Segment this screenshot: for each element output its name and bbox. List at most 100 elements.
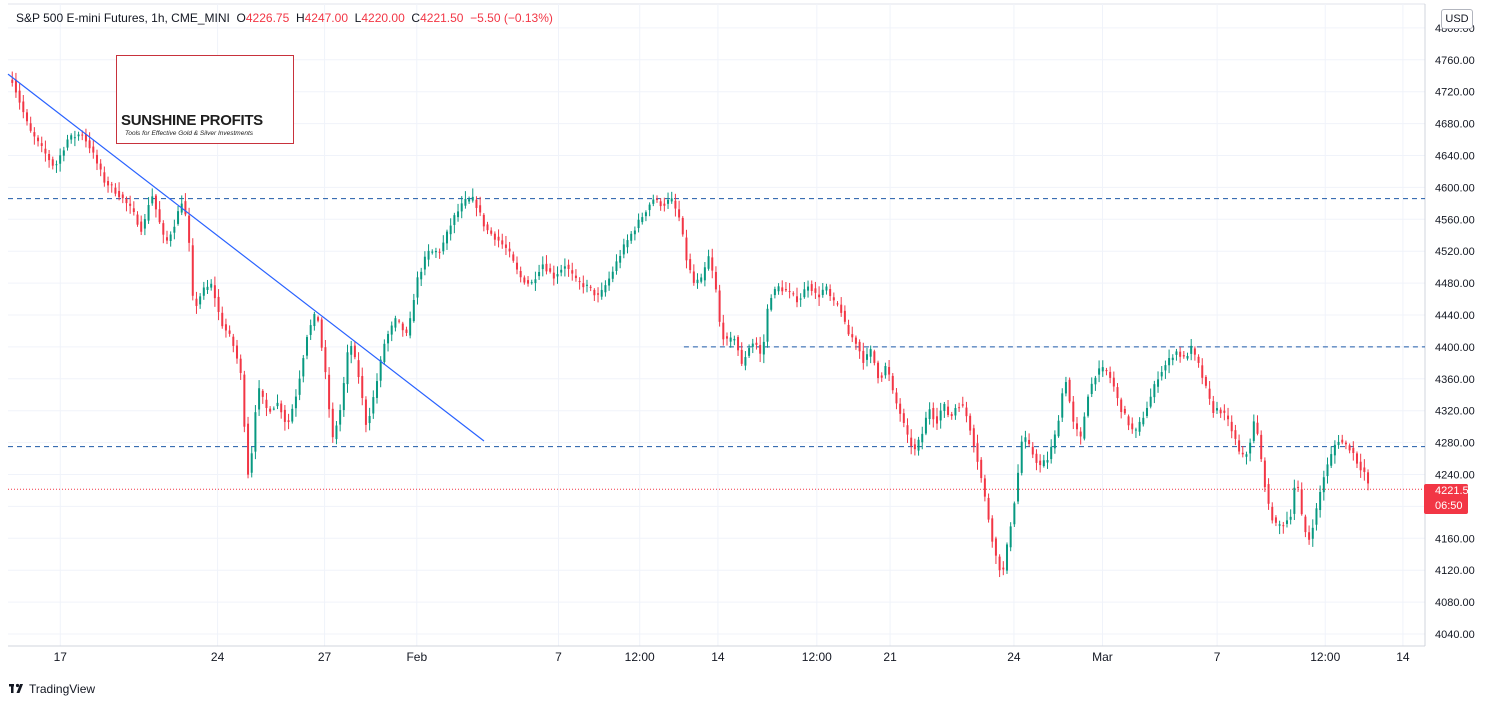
candle-body — [243, 374, 246, 427]
candle-body — [795, 296, 798, 303]
candle-body — [1304, 516, 1307, 533]
close-label: C — [411, 11, 421, 25]
close-value: 4221.50 — [420, 11, 464, 25]
candle-body — [501, 240, 504, 245]
candle-body — [1215, 408, 1218, 411]
candle-body — [626, 240, 629, 248]
candle-body — [1020, 441, 1023, 473]
candle-body — [1271, 506, 1274, 521]
candle-body — [1087, 396, 1090, 416]
candle-body — [563, 266, 566, 269]
candle-body — [154, 195, 157, 210]
candle-body — [1031, 446, 1034, 455]
candle-body — [1227, 415, 1230, 420]
candle-body — [247, 423, 250, 475]
candle-body — [81, 134, 84, 136]
candle-body — [615, 261, 618, 271]
price-tick-label: 4680.00 — [1435, 119, 1475, 131]
candle-body — [884, 366, 887, 376]
candle-body — [361, 376, 364, 399]
tradingview-brand[interactable]: TradingView — [9, 682, 95, 696]
candle-body — [1359, 461, 1362, 471]
candle-body — [1326, 464, 1329, 477]
candle-body — [25, 112, 28, 122]
candle-body — [1009, 526, 1012, 548]
candle-body — [667, 199, 670, 204]
candle-body — [1245, 454, 1248, 457]
time-axis[interactable]: 17 24 27 Feb 7 12:00 14 12:00 21 24 Mar 7 12:00 14 — [54, 650, 1410, 664]
candle-body — [272, 408, 275, 410]
candle-body — [711, 257, 714, 271]
candle-body — [1050, 446, 1053, 460]
candle-body — [843, 310, 846, 322]
candle-body — [1319, 491, 1322, 511]
candle-body — [840, 304, 843, 313]
candle-body — [1061, 393, 1064, 418]
time-tick-label: 17 — [54, 650, 68, 664]
candle-body — [1179, 351, 1182, 357]
currency-button[interactable]: USD — [1441, 9, 1473, 29]
candle-body — [597, 293, 600, 295]
candle-body — [508, 248, 511, 252]
candle-body — [258, 388, 261, 410]
trendline-segment[interactable] — [7, 73, 485, 442]
candle-body — [1249, 442, 1252, 454]
candle-body — [899, 403, 902, 414]
candle-body — [213, 285, 216, 299]
candle-body — [368, 416, 371, 424]
time-tick-label: 14 — [1396, 650, 1410, 664]
candle-body — [1175, 351, 1178, 355]
candle-body — [1344, 442, 1347, 445]
candle-body — [228, 330, 231, 334]
candle-body — [541, 264, 544, 270]
candle-body — [762, 341, 765, 355]
candle-body — [62, 150, 65, 156]
candle-body — [1333, 444, 1336, 456]
candle-body — [692, 271, 695, 283]
candle-body — [633, 230, 636, 235]
candle-body — [622, 244, 625, 255]
candle-body — [405, 329, 408, 333]
candle-body — [1348, 445, 1351, 451]
candle-body — [722, 322, 725, 340]
candle-body — [523, 277, 526, 283]
price-axis[interactable]: 4040.00 4080.00 4120.00 4160.00 4240.00 4280.… — [1435, 23, 1475, 641]
candle-body — [567, 264, 570, 270]
candle-body — [497, 236, 500, 241]
candle-body — [73, 137, 76, 139]
candle-body — [99, 163, 102, 170]
candle-body — [158, 209, 161, 223]
candle-body — [994, 538, 997, 556]
time-tick-label: Mar — [1092, 650, 1113, 664]
candle-body — [1064, 382, 1067, 394]
candle-body — [873, 351, 876, 363]
candle-body — [755, 342, 758, 345]
candle-body — [781, 287, 784, 292]
candle-body — [560, 269, 563, 273]
time-tick-label: 7 — [1214, 650, 1221, 664]
price-tick-label: 4160.00 — [1435, 533, 1475, 545]
low-label: L — [354, 11, 362, 25]
candle-body — [1267, 484, 1270, 504]
symbol-title[interactable]: S&P 500 E-mini Futures, 1h, CME_MINI — [16, 11, 230, 25]
candle-body — [1005, 544, 1008, 571]
candle-body — [1219, 409, 1222, 414]
candle-body — [1094, 377, 1097, 385]
candle-body — [740, 349, 743, 364]
candle-body — [1171, 357, 1174, 361]
candle-body — [342, 383, 345, 411]
candle-body — [1256, 422, 1259, 434]
candle-body — [707, 256, 710, 269]
trendline[interactable] — [7, 73, 485, 442]
candle-body — [571, 270, 574, 274]
candle-body — [1282, 525, 1285, 527]
candle-body — [1098, 368, 1101, 375]
candle-body — [917, 439, 920, 451]
candle-body — [1164, 365, 1167, 371]
candle-body — [383, 343, 386, 363]
candle-body — [530, 282, 533, 284]
candle-body — [169, 234, 172, 241]
candle-body — [637, 219, 640, 229]
price-tick-label: 4440.00 — [1435, 310, 1475, 322]
